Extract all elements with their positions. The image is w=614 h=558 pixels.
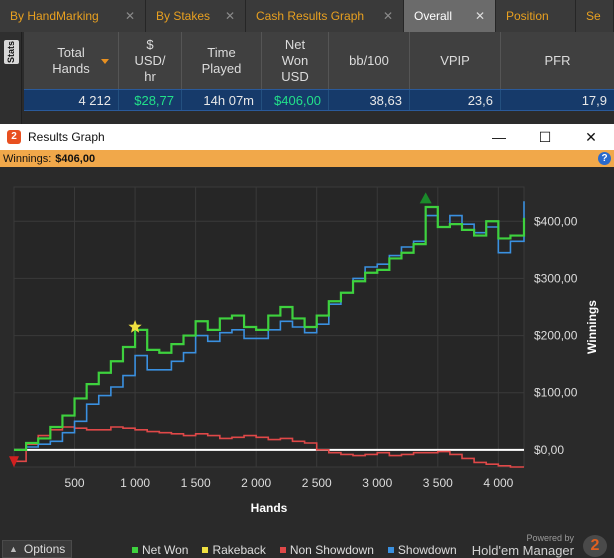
y-tick-label: $200,00 — [534, 329, 578, 343]
legend-label: Net Won — [142, 543, 189, 557]
maximize-button[interactable]: ☐ — [538, 128, 552, 145]
close-button[interactable]: ✕ — [585, 128, 597, 145]
tab-by-stakes[interactable]: By Stakes ✕ — [146, 0, 246, 32]
x-tick-label: 1 000 — [120, 476, 150, 490]
results-chart-svg: 500 1 000 1 500 2 000 2 500 3 000 3 500 4 000 $0… — [9, 186, 599, 515]
cell-pfr: 17,9 — [581, 92, 607, 108]
legend-swatch — [132, 547, 138, 553]
chart-legend: Net Won Rakeback Non Showdown Showdown — [132, 543, 457, 557]
tab-se[interactable]: Se — [576, 0, 614, 32]
powered-by-text: Powered by — [526, 533, 574, 543]
winnings-bar: Winnings: $406,00 ? — [0, 150, 614, 167]
x-tick-label: 2 500 — [302, 476, 332, 490]
cell-total-hands: 4 212 — [24, 90, 119, 110]
col-net-won-usd[interactable]: Net Won USD — [262, 32, 329, 89]
tab-position[interactable]: Position — [496, 0, 576, 32]
col-total-hands[interactable]: Total Hands — [24, 32, 119, 89]
y-tick-label: $400,00 — [534, 214, 578, 228]
cell-usd-per-hr: $28,77 — [119, 90, 182, 110]
cell-bb-100: 38,63 — [329, 90, 410, 110]
x-tick-label: 2 000 — [241, 476, 271, 490]
x-tick-label: 3 000 — [362, 476, 392, 490]
winnings-value: $406,00 — [55, 152, 96, 165]
close-icon[interactable]: ✕ — [124, 9, 135, 23]
close-icon[interactable]: ✕ — [474, 9, 485, 23]
results-graph-window: 2 Results Graph — ☐ ✕ Winnings: $406,00 … — [0, 124, 614, 558]
series-line-non-showdown — [14, 426, 524, 468]
col-time-played[interactable]: Time Played — [182, 32, 262, 89]
tab-label: Se — [586, 9, 601, 23]
col-usd-per-hr[interactable]: $ USD/ hr — [119, 32, 182, 89]
cell-vpip: 23,6 — [410, 90, 501, 110]
min-marker — [9, 456, 19, 468]
minimize-button[interactable]: — — [492, 129, 506, 145]
caret-up-icon: ▲ — [9, 544, 18, 554]
results-chart: 500 1 000 1 500 2 000 2 500 3 000 3 500 4 000 $0… — [0, 167, 614, 532]
legend-label: Showdown — [397, 543, 457, 557]
tab-strip: By HandMarking ✕ By Stakes ✕ Cash Result… — [0, 0, 614, 32]
hm-logo-icon: 2 — [583, 535, 607, 557]
chart-footer: ▲ Options Net Won Rakeback Non Showdown — [0, 532, 614, 558]
legend-item-rakeback[interactable]: Rakeback — [202, 543, 266, 557]
tab-label: Position — [506, 9, 549, 23]
legend-item-net-won[interactable]: Net Won — [132, 543, 188, 557]
tab-label: By Stakes — [156, 9, 211, 23]
legend-label: Rakeback — [212, 543, 266, 557]
tab-label: Overall — [414, 9, 453, 23]
x-tick-label: 4 000 — [483, 476, 513, 490]
legend-label: Non Showdown — [289, 543, 374, 557]
stats-sidebar: Stats — [0, 32, 22, 124]
series-line-net-won — [14, 205, 526, 451]
window-title: Results Graph — [28, 130, 105, 144]
close-icon[interactable]: ✕ — [382, 9, 393, 23]
cell-net-won: $406,00 — [262, 90, 329, 110]
rakeback-star-marker — [128, 320, 142, 333]
legend-swatch — [387, 547, 394, 553]
options-label: Options — [23, 542, 66, 556]
cell-time-played: 14h 07m — [182, 90, 262, 110]
x-tick-label: 1 500 — [181, 476, 211, 490]
help-icon[interactable]: ? — [598, 152, 611, 165]
options-button[interactable]: ▲ Options — [2, 540, 73, 558]
col-vpip[interactable]: VPIP — [410, 32, 501, 89]
max-marker — [419, 192, 432, 204]
tab-by-handmarking[interactable]: By HandMarking ✕ — [0, 0, 146, 32]
y-tick-label: $0,00 — [534, 443, 564, 457]
table-empty-area — [24, 111, 614, 124]
tab-label: Cash Results Graph — [256, 9, 365, 23]
x-tick-label: 500 — [65, 476, 85, 490]
y-tick-label: $100,00 — [534, 386, 578, 400]
sort-descending-icon — [101, 59, 109, 64]
stats-side-tab[interactable]: Stats — [4, 40, 19, 64]
x-axis-label: Hands — [251, 501, 288, 515]
tab-label: By HandMarking — [10, 9, 99, 23]
stats-table-header: Total Hands $ USD/ hr Time Played Net Wo… — [24, 32, 614, 89]
tab-overall[interactable]: Overall ✕ — [404, 0, 496, 32]
legend-item-non-showdown[interactable]: Non Showdown — [279, 543, 374, 557]
table-row[interactable]: 4 212 $28,77 14h 07m $406,00 38,63 23,6 … — [24, 89, 614, 111]
legend-swatch — [279, 547, 286, 553]
col-bb-100[interactable]: bb/100 — [329, 32, 410, 89]
x-tick-label: 3 500 — [423, 476, 453, 490]
tab-cash-results-graph[interactable]: Cash Results Graph ✕ — [246, 0, 404, 32]
y-axis-label: Winnings — [585, 300, 599, 354]
winnings-label: Winnings: — [3, 152, 52, 165]
legend-item-showdown[interactable]: Showdown — [387, 543, 457, 557]
window-titlebar[interactable]: 2 Results Graph — ☐ ✕ — [0, 124, 614, 150]
col-pfr[interactable]: PFR — [544, 52, 571, 68]
brand-name: Hold'em Manager — [471, 543, 574, 558]
y-tick-label: $300,00 — [534, 271, 578, 285]
close-icon[interactable]: ✕ — [224, 9, 235, 23]
hm-app-icon: 2 — [7, 130, 21, 144]
legend-swatch — [202, 547, 209, 553]
